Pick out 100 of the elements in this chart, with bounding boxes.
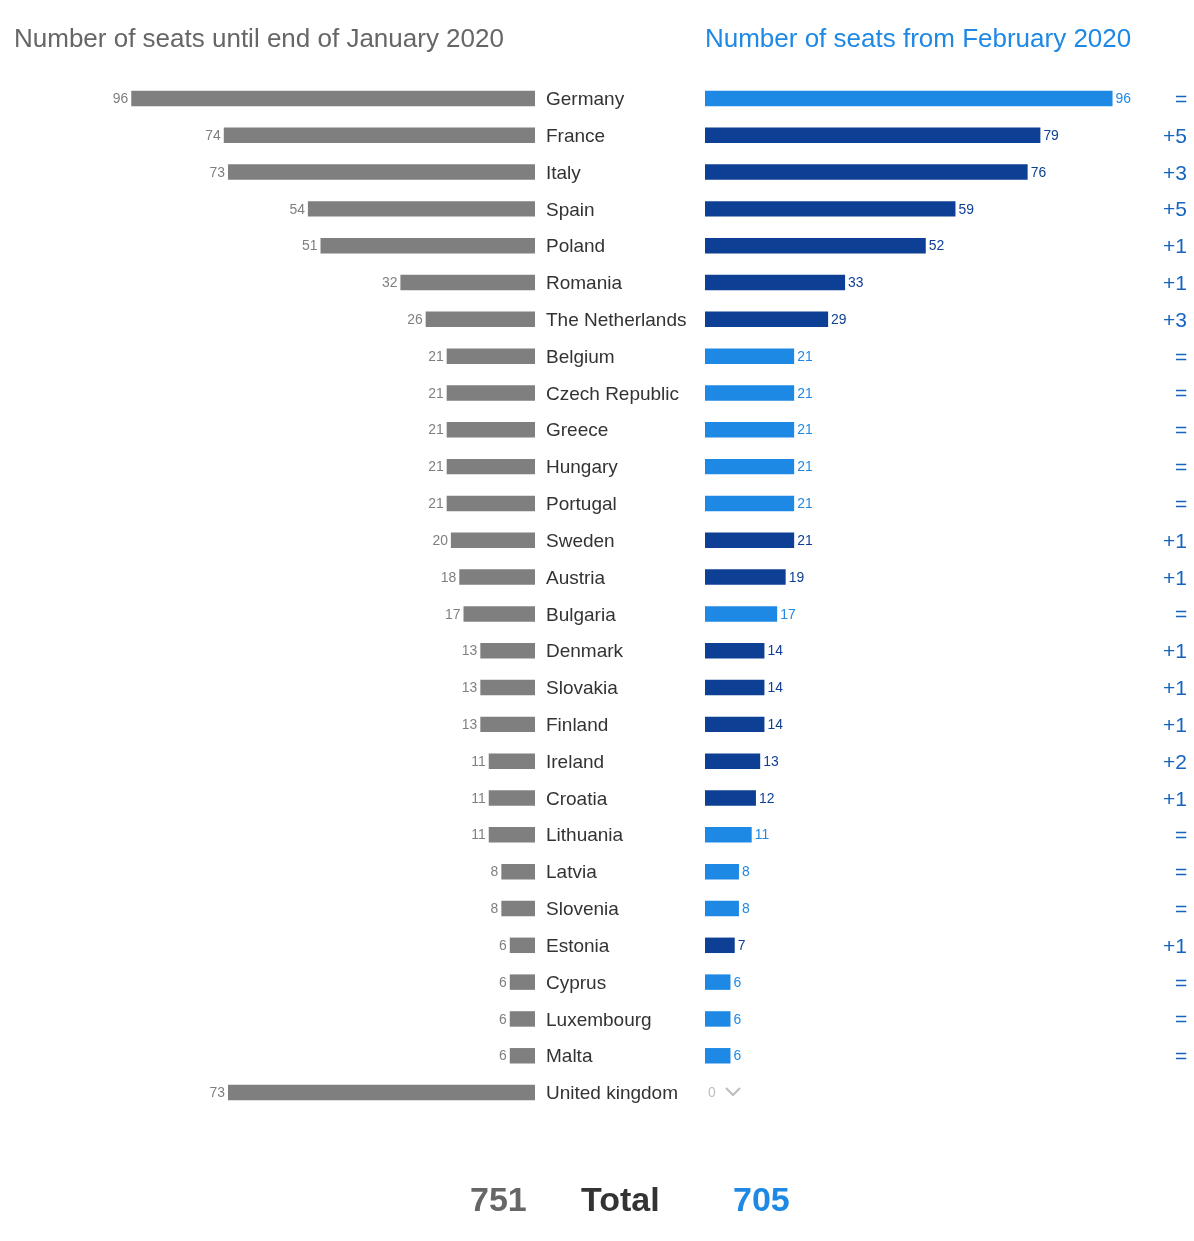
bar <box>501 900 535 917</box>
text: +1 <box>1163 271 1187 294</box>
y-tick-label: Croatia <box>546 787 608 809</box>
bar <box>459 569 535 585</box>
y-tick-label: Bulgaria <box>546 603 617 625</box>
y-tick-label: Latvia <box>546 861 598 883</box>
text: Total <box>581 1180 660 1218</box>
y-tick-label: Malta <box>546 1045 593 1067</box>
data-label: 21 <box>428 384 444 401</box>
data-label: 6 <box>499 1010 508 1027</box>
data-label: 17 <box>445 605 461 622</box>
y-tick-label: Portugal <box>546 493 617 515</box>
data-label: 13 <box>763 752 779 769</box>
data-label: 14 <box>767 679 784 696</box>
data-label: 21 <box>797 384 813 401</box>
text: = <box>1175 602 1188 625</box>
y-tick-label: Spain <box>546 198 595 220</box>
bar <box>320 237 535 254</box>
bar <box>705 385 795 401</box>
bar <box>446 422 535 438</box>
data-label: 14 <box>767 642 784 659</box>
data-label: 17 <box>780 605 796 622</box>
data-label: 6 <box>733 1047 742 1064</box>
text: = <box>1175 897 1188 920</box>
text: +3 <box>1163 161 1187 184</box>
bar <box>488 790 535 806</box>
data-label: 21 <box>428 458 444 475</box>
text: = <box>1175 860 1188 883</box>
data-label: 6 <box>499 973 508 990</box>
data-label: 74 <box>205 126 222 143</box>
bar <box>450 532 535 548</box>
data-label: 11 <box>471 826 486 843</box>
y-tick-label: Ireland <box>546 750 605 772</box>
bar <box>501 863 535 880</box>
data-label: 29 <box>831 310 847 327</box>
text: +2 <box>1163 750 1187 773</box>
chart-title: Number of seats from February 2020 <box>704 23 1132 54</box>
bar <box>705 495 795 512</box>
y-tick-label: United kingdom <box>546 1082 679 1104</box>
text: +1 <box>1163 639 1187 662</box>
y-tick-label: Sweden <box>546 529 615 551</box>
data-label: 14 <box>767 716 784 733</box>
bar <box>705 900 739 917</box>
text: +1 <box>1163 713 1187 736</box>
data-label: 26 <box>407 310 423 327</box>
bar <box>705 863 739 880</box>
y-tick-label: Luxembourg <box>546 1008 652 1030</box>
bar <box>509 974 535 990</box>
data-label: 21 <box>797 495 813 512</box>
bar <box>705 201 956 217</box>
bar <box>705 164 1028 180</box>
y-tick-label: Slovakia <box>546 677 619 699</box>
text: +1 <box>1163 234 1187 257</box>
text: 705 <box>733 1180 790 1218</box>
data-label: 8 <box>490 900 499 917</box>
data-label: 19 <box>788 568 805 585</box>
bar <box>705 790 756 806</box>
y-tick-label: Poland <box>546 235 606 257</box>
text: +5 <box>1163 197 1187 220</box>
text: +1 <box>1163 934 1187 957</box>
bar <box>446 348 535 364</box>
data-label: 8 <box>741 900 750 917</box>
bar <box>446 495 535 512</box>
data-label: 52 <box>928 237 945 254</box>
y-tick-label: Romania <box>546 272 623 294</box>
data-label: 8 <box>741 863 750 880</box>
data-label: 79 <box>1043 126 1060 143</box>
bar <box>705 606 778 622</box>
bar <box>705 1011 731 1027</box>
bar <box>509 1011 535 1027</box>
y-tick-label: Estonia <box>546 934 610 956</box>
bar <box>705 422 795 438</box>
bar <box>223 127 535 143</box>
bar <box>705 643 765 659</box>
y-tick-label: The Netherlands <box>546 308 687 330</box>
y-tick-label: Germany <box>546 88 625 110</box>
data-label: 0 <box>708 1084 716 1101</box>
bar <box>705 679 765 696</box>
data-label: 11 <box>471 752 486 769</box>
data-label: 6 <box>733 973 742 990</box>
data-label: 21 <box>428 347 444 364</box>
bar <box>705 348 795 364</box>
data-label: 54 <box>289 200 306 217</box>
bar <box>488 753 535 769</box>
data-label: 96 <box>1115 90 1132 107</box>
y-tick-label: Finland <box>546 714 609 736</box>
y-tick-label: Austria <box>546 566 606 588</box>
bar <box>705 753 761 769</box>
data-label: 18 <box>440 568 457 585</box>
y-tick-label: France <box>546 124 606 146</box>
bar <box>480 716 535 733</box>
bar <box>705 311 829 328</box>
data-label: 20 <box>432 531 449 548</box>
data-label: 12 <box>758 789 775 806</box>
data-label: 6 <box>733 1010 742 1027</box>
text: = <box>1175 1007 1188 1030</box>
data-label: 11 <box>754 826 770 843</box>
bar <box>425 311 535 328</box>
data-label: 96 <box>112 90 129 107</box>
data-label: 33 <box>848 274 864 291</box>
